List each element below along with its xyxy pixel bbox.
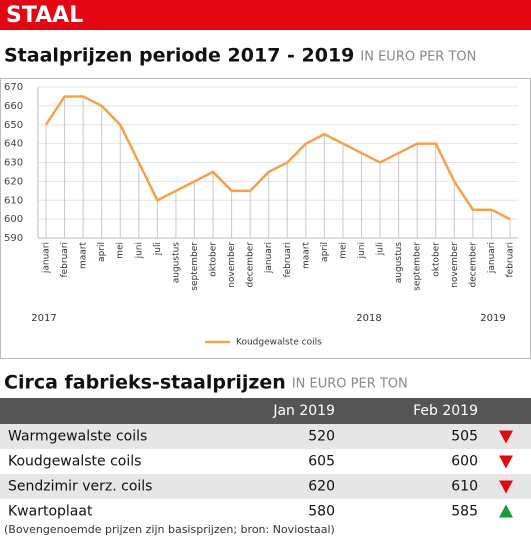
x-tick-label: augustus	[171, 242, 181, 284]
cell: 585	[451, 504, 478, 520]
x-tick-label: juni	[357, 242, 367, 259]
cell: 520	[308, 429, 335, 445]
cell: 505	[451, 429, 478, 445]
footnote: (Bovengenoemde prijzen zijn basisprijzen…	[4, 523, 335, 536]
x-tick-label: juni	[134, 242, 144, 259]
x-tick-label: juli	[376, 242, 386, 256]
cell: 605	[308, 454, 335, 470]
banner-title: STAAL	[6, 3, 83, 28]
trend-icon	[499, 430, 513, 444]
x-tick-label: januari	[487, 242, 497, 274]
row-background	[0, 474, 531, 499]
year-label: 2017	[31, 313, 56, 324]
trend-icon	[499, 455, 513, 469]
x-tick-label: maart	[301, 242, 311, 269]
banner	[0, 0, 531, 30]
cell: 620	[308, 479, 335, 495]
x-tick-label: januari	[42, 242, 52, 274]
y-tick-label: 590	[4, 233, 23, 244]
x-tick-label: maart	[79, 242, 89, 269]
x-tick-label: januari	[264, 242, 274, 274]
x-tick-label: augustus	[394, 242, 404, 284]
x-tick-label: oktober	[431, 242, 441, 277]
y-tick-label: 660	[4, 101, 23, 112]
y-tick-label: 620	[4, 176, 23, 187]
trend-icon	[499, 504, 513, 518]
cell: 610	[451, 479, 478, 495]
y-tick-label: 670	[4, 82, 23, 93]
x-tick-label: april	[320, 242, 330, 262]
column-header: Feb 2019	[413, 403, 478, 419]
series-line	[44, 95, 511, 221]
x-tick-label: februari	[60, 242, 70, 278]
row-background	[0, 424, 531, 449]
x-tick-label: december	[246, 242, 256, 288]
y-tick-label: 600	[4, 214, 23, 225]
chart-title: Staalprijzen periode 2017 - 2019	[4, 45, 354, 67]
table-title: Circa fabrieks-staalprijzen	[4, 372, 286, 394]
table-header	[0, 398, 531, 424]
x-tick-label: februari	[506, 242, 516, 278]
x-tick-label: november	[227, 242, 237, 288]
trend-icon	[499, 480, 513, 494]
y-tick-label: 650	[4, 120, 23, 131]
x-tick-label: december	[468, 242, 478, 288]
cell: 600	[451, 454, 478, 470]
chart-subtitle: IN EURO PER TON	[360, 50, 476, 65]
chart-frame	[0, 78, 531, 359]
row-label: Koudgewalste coils	[8, 454, 141, 470]
x-tick-label: september	[413, 242, 423, 291]
table-subtitle: IN EURO PER TON	[292, 377, 408, 392]
year-label: 2019	[480, 313, 505, 324]
row-label: Warmgewalste coils	[8, 429, 147, 445]
x-tick-label: april	[97, 242, 107, 262]
year-label: 2018	[356, 313, 381, 324]
y-tick-label: 610	[4, 195, 23, 206]
column-header: Jan 2019	[272, 403, 335, 419]
cell: 580	[308, 504, 335, 520]
y-tick-label: 630	[4, 158, 23, 169]
legend-label: Koudgewalste coils	[236, 338, 322, 348]
x-tick-label: juli	[153, 242, 163, 256]
x-tick-label: oktober	[209, 242, 219, 277]
x-tick-label: mei	[116, 242, 126, 259]
row-label: Sendzimir verz. coils	[8, 479, 152, 495]
y-tick-label: 640	[4, 139, 23, 150]
x-tick-label: november	[450, 242, 460, 288]
x-tick-label: februari	[283, 242, 293, 278]
row-label: Kwartoplaat	[8, 504, 93, 520]
x-tick-label: september	[190, 242, 200, 291]
x-tick-label: mei	[338, 242, 348, 259]
